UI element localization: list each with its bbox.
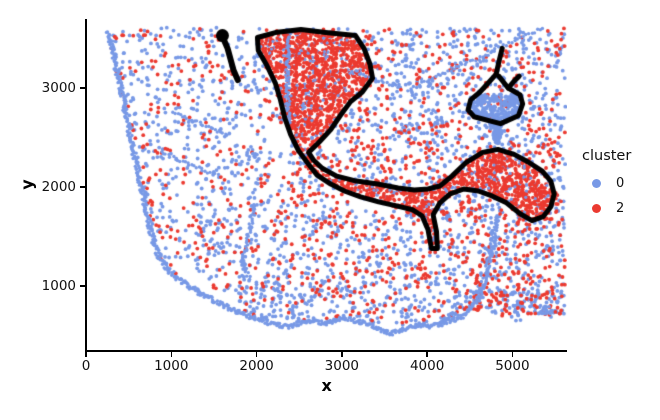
y-axis-line xyxy=(85,19,87,351)
x-tick-label: 1000 xyxy=(154,358,189,374)
legend-title: cluster xyxy=(582,148,632,164)
x-tick-mark xyxy=(170,351,173,357)
legend-item-cluster-0: 0 xyxy=(582,176,631,191)
legend-dot-cluster-2-icon xyxy=(592,204,601,213)
x-tick-mark xyxy=(511,351,514,357)
x-tick-label: 3000 xyxy=(324,358,360,374)
y-tick-label: 1000 xyxy=(41,278,76,295)
plot-canvas xyxy=(86,19,567,350)
legend-item-cluster-2: 2 xyxy=(582,201,631,216)
y-tick-label: 3000 xyxy=(41,80,76,96)
x-tick-label: 5000 xyxy=(495,358,530,374)
legend-label-cluster-0: 0 xyxy=(616,176,625,191)
y-tick-mark xyxy=(79,186,85,188)
y-tick-mark xyxy=(79,285,85,287)
y-tick-mark xyxy=(79,87,85,89)
y-tick-label: 2000 xyxy=(41,179,76,196)
x-axis-line xyxy=(85,350,567,352)
x-tick-mark xyxy=(255,351,258,357)
x-tick-mark xyxy=(426,351,428,357)
x-tick-mark xyxy=(341,351,343,357)
x-tick-label: 4000 xyxy=(409,358,445,374)
x-tick-label: 2000 xyxy=(239,358,274,374)
legend-dot-cluster-0-icon xyxy=(592,179,601,188)
x-tick-mark xyxy=(85,351,87,357)
x-tick-label: 0 xyxy=(81,358,91,374)
legend-label-cluster-2: 2 xyxy=(616,201,625,216)
legend: cluster 0 2 xyxy=(582,148,631,216)
x-axis-title: x xyxy=(321,376,332,395)
